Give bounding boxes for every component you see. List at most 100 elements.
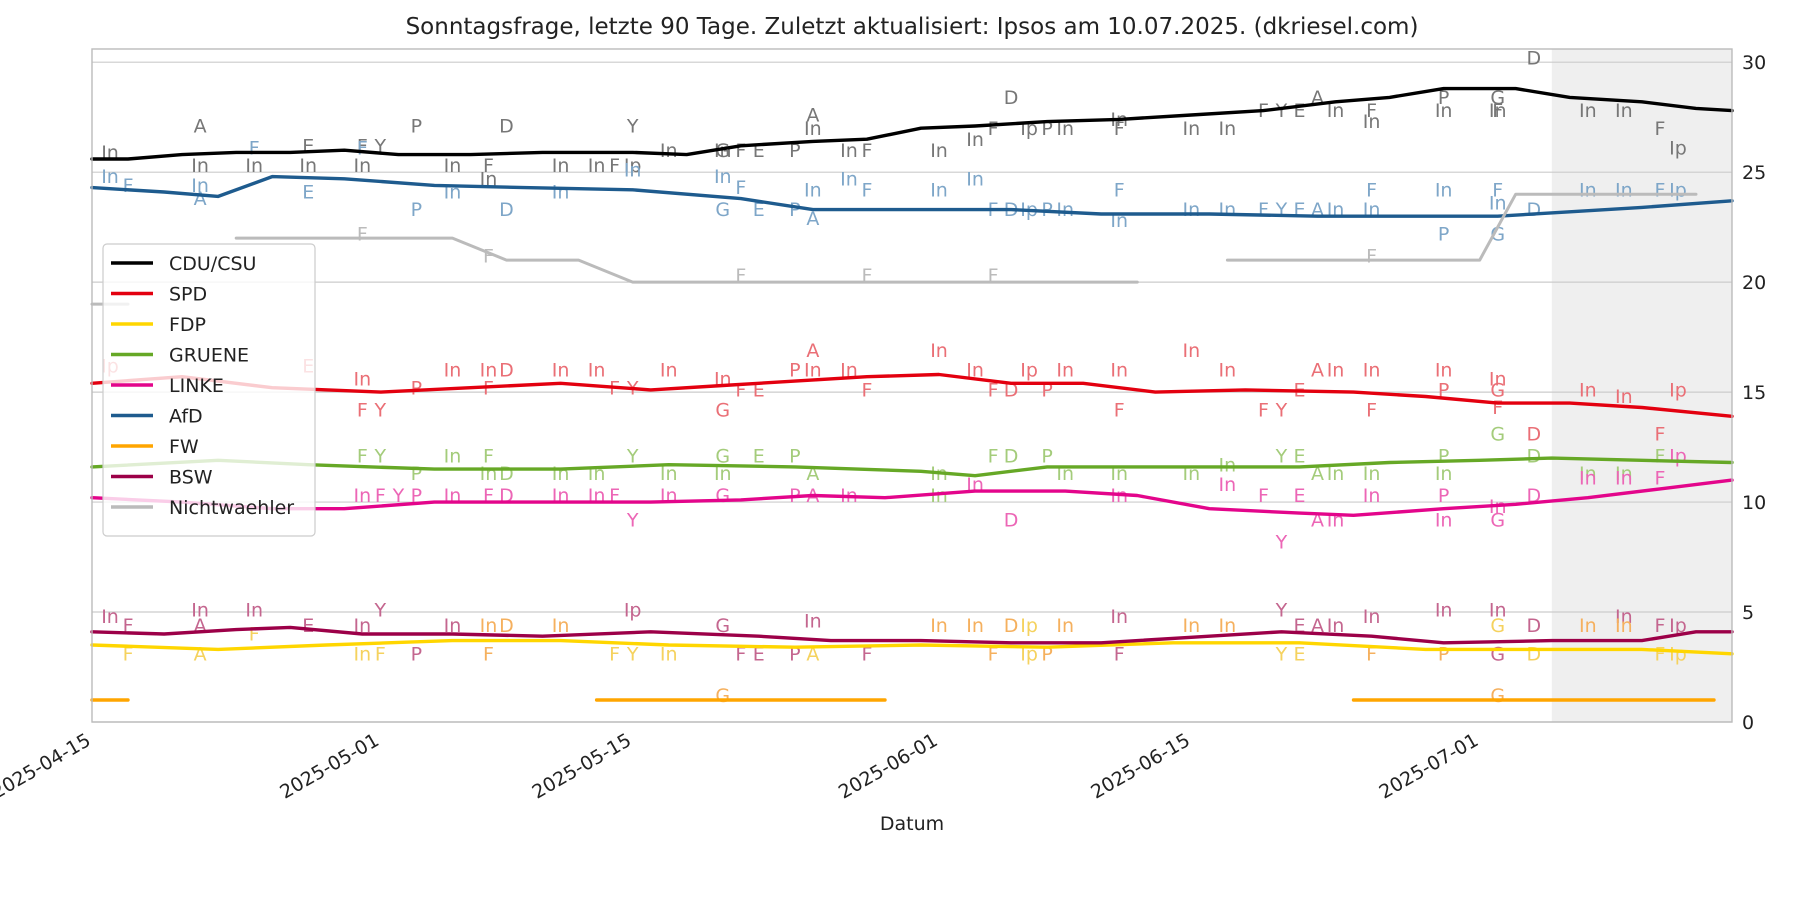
poll-annotation: Y [1275, 399, 1288, 421]
x-tick-label: 2025-05-15 [529, 729, 636, 803]
series-line-bsw [90, 625, 1734, 645]
poll-annotation: In [1363, 360, 1381, 382]
plot-frame-rect [91, 48, 1733, 723]
poll-annotation: D [499, 199, 514, 221]
poll-annotation: F [375, 485, 386, 507]
poll-annotation: G [715, 685, 730, 707]
poll-annotation: Y [626, 445, 639, 467]
poll-annotation: F [861, 265, 872, 287]
poll-annotation: D [499, 615, 514, 637]
poll-annotation: F [483, 445, 494, 467]
poll-annotation: In [354, 485, 372, 507]
poll-annotation: F [861, 643, 872, 665]
poll-annotation: E [753, 199, 765, 221]
plot-frame [91, 48, 1733, 723]
poll-annotation: In [804, 610, 822, 632]
poll-annotation: In [1579, 467, 1597, 489]
poll-annotation: Y [1275, 100, 1288, 122]
poll-annotation: In [480, 168, 498, 190]
poll-annotation: P [1438, 87, 1449, 109]
poll-annotation: In [1219, 118, 1237, 140]
poll-annotation: F [861, 379, 872, 401]
poll-annotation: In [966, 168, 984, 190]
poll-annotation: F [357, 138, 368, 160]
poll-annotation: P [411, 643, 422, 665]
poll-annotation: F [1258, 399, 1269, 421]
poll-annotation: F [861, 179, 872, 201]
poll-annotation: In [1579, 179, 1597, 201]
poll-annotation: In [299, 155, 317, 177]
legend-label: BSW [169, 467, 213, 489]
series-lines [90, 86, 1734, 702]
poll-annotation: In [444, 155, 462, 177]
poll-annotation: In [1363, 606, 1381, 628]
poll-annotation: In [714, 166, 732, 188]
poll-annotation: In [1489, 100, 1507, 122]
legend-label: AfD [169, 406, 203, 428]
poll-annotation: In [1435, 100, 1453, 122]
poll-annotation: F [609, 485, 620, 507]
poll-annotation: In [552, 182, 570, 204]
poll-annotation: In [1183, 199, 1201, 221]
poll-annotation: In [1056, 615, 1074, 637]
poll-annotation: D [1004, 445, 1019, 467]
poll-annotation: In [101, 166, 119, 188]
poll-annotation: Y [626, 643, 639, 665]
series-line-cdu-csu [90, 86, 1734, 161]
poll-annotation: E [1293, 199, 1305, 221]
series-line-nichtwaehler [1225, 192, 1698, 262]
x-axis-label: Datum [880, 813, 944, 835]
poll-annotation: In [966, 129, 984, 151]
poll-annotation: In [1183, 615, 1201, 637]
shaded-region [1551, 49, 1732, 722]
poll-annotation: In [804, 360, 822, 382]
legend-label: CDU/CSU [169, 253, 256, 275]
legend-label: FW [169, 436, 199, 458]
poll-annotation: In [1327, 463, 1345, 485]
poll-annotation: In [840, 140, 858, 162]
poll-annotation: Y [1275, 599, 1288, 621]
poll-annotation: Ip [1020, 643, 1038, 665]
series-line-afd [90, 174, 1734, 218]
poll-annotation: Ip [1669, 445, 1687, 467]
poll-annotation: In [804, 179, 822, 201]
poll-annotation: P [411, 116, 422, 138]
x-tick-label: 2025-07-01 [1376, 729, 1483, 803]
poll-annotation: F [1114, 179, 1125, 201]
poll-annotation: D [1526, 643, 1541, 665]
poll-annotation: F [483, 643, 494, 665]
poll-annotation: In [354, 155, 372, 177]
poll-annotation: In [588, 155, 606, 177]
poll-annotation: In [354, 369, 372, 391]
poll-annotation: G [715, 140, 730, 162]
y-tick-label: 15 [1742, 382, 1766, 404]
poll-annotation: In [966, 615, 984, 637]
poll-annotation: In [552, 155, 570, 177]
poll-annotation: F [1492, 397, 1503, 419]
poll-annotation: A [194, 643, 207, 665]
series-line-fdp [90, 638, 1734, 656]
poll-annotation: E [753, 445, 765, 467]
poll-annotation: D [1526, 615, 1541, 637]
poll-annotation: G [1490, 509, 1505, 531]
poll-annotation: In [1056, 360, 1074, 382]
poll-annotation: D [499, 360, 514, 382]
poll-annotation: F [123, 175, 134, 197]
poll-annotation: In [191, 175, 209, 197]
poll-annotation: In [552, 463, 570, 485]
poll-annotation: In [1615, 606, 1633, 628]
poll-annotation: G [1490, 379, 1505, 401]
poll-annotation: In [1327, 100, 1345, 122]
poll-annotation: Y [392, 485, 405, 507]
poll-annotation: In [930, 340, 948, 362]
poll-annotation: F [483, 155, 494, 177]
poll-annotation: In [1327, 360, 1345, 382]
poll-annotation: P [789, 445, 800, 467]
poll-annotation: A [806, 208, 819, 230]
poll-annotation: In [1435, 179, 1453, 201]
poll-annotation: F [483, 485, 494, 507]
poll-annotation: In [480, 463, 498, 485]
poll-annotation: In [1435, 509, 1453, 531]
series-line-nichtwaehler [234, 236, 1139, 284]
poll-annotation: Y [626, 116, 639, 138]
